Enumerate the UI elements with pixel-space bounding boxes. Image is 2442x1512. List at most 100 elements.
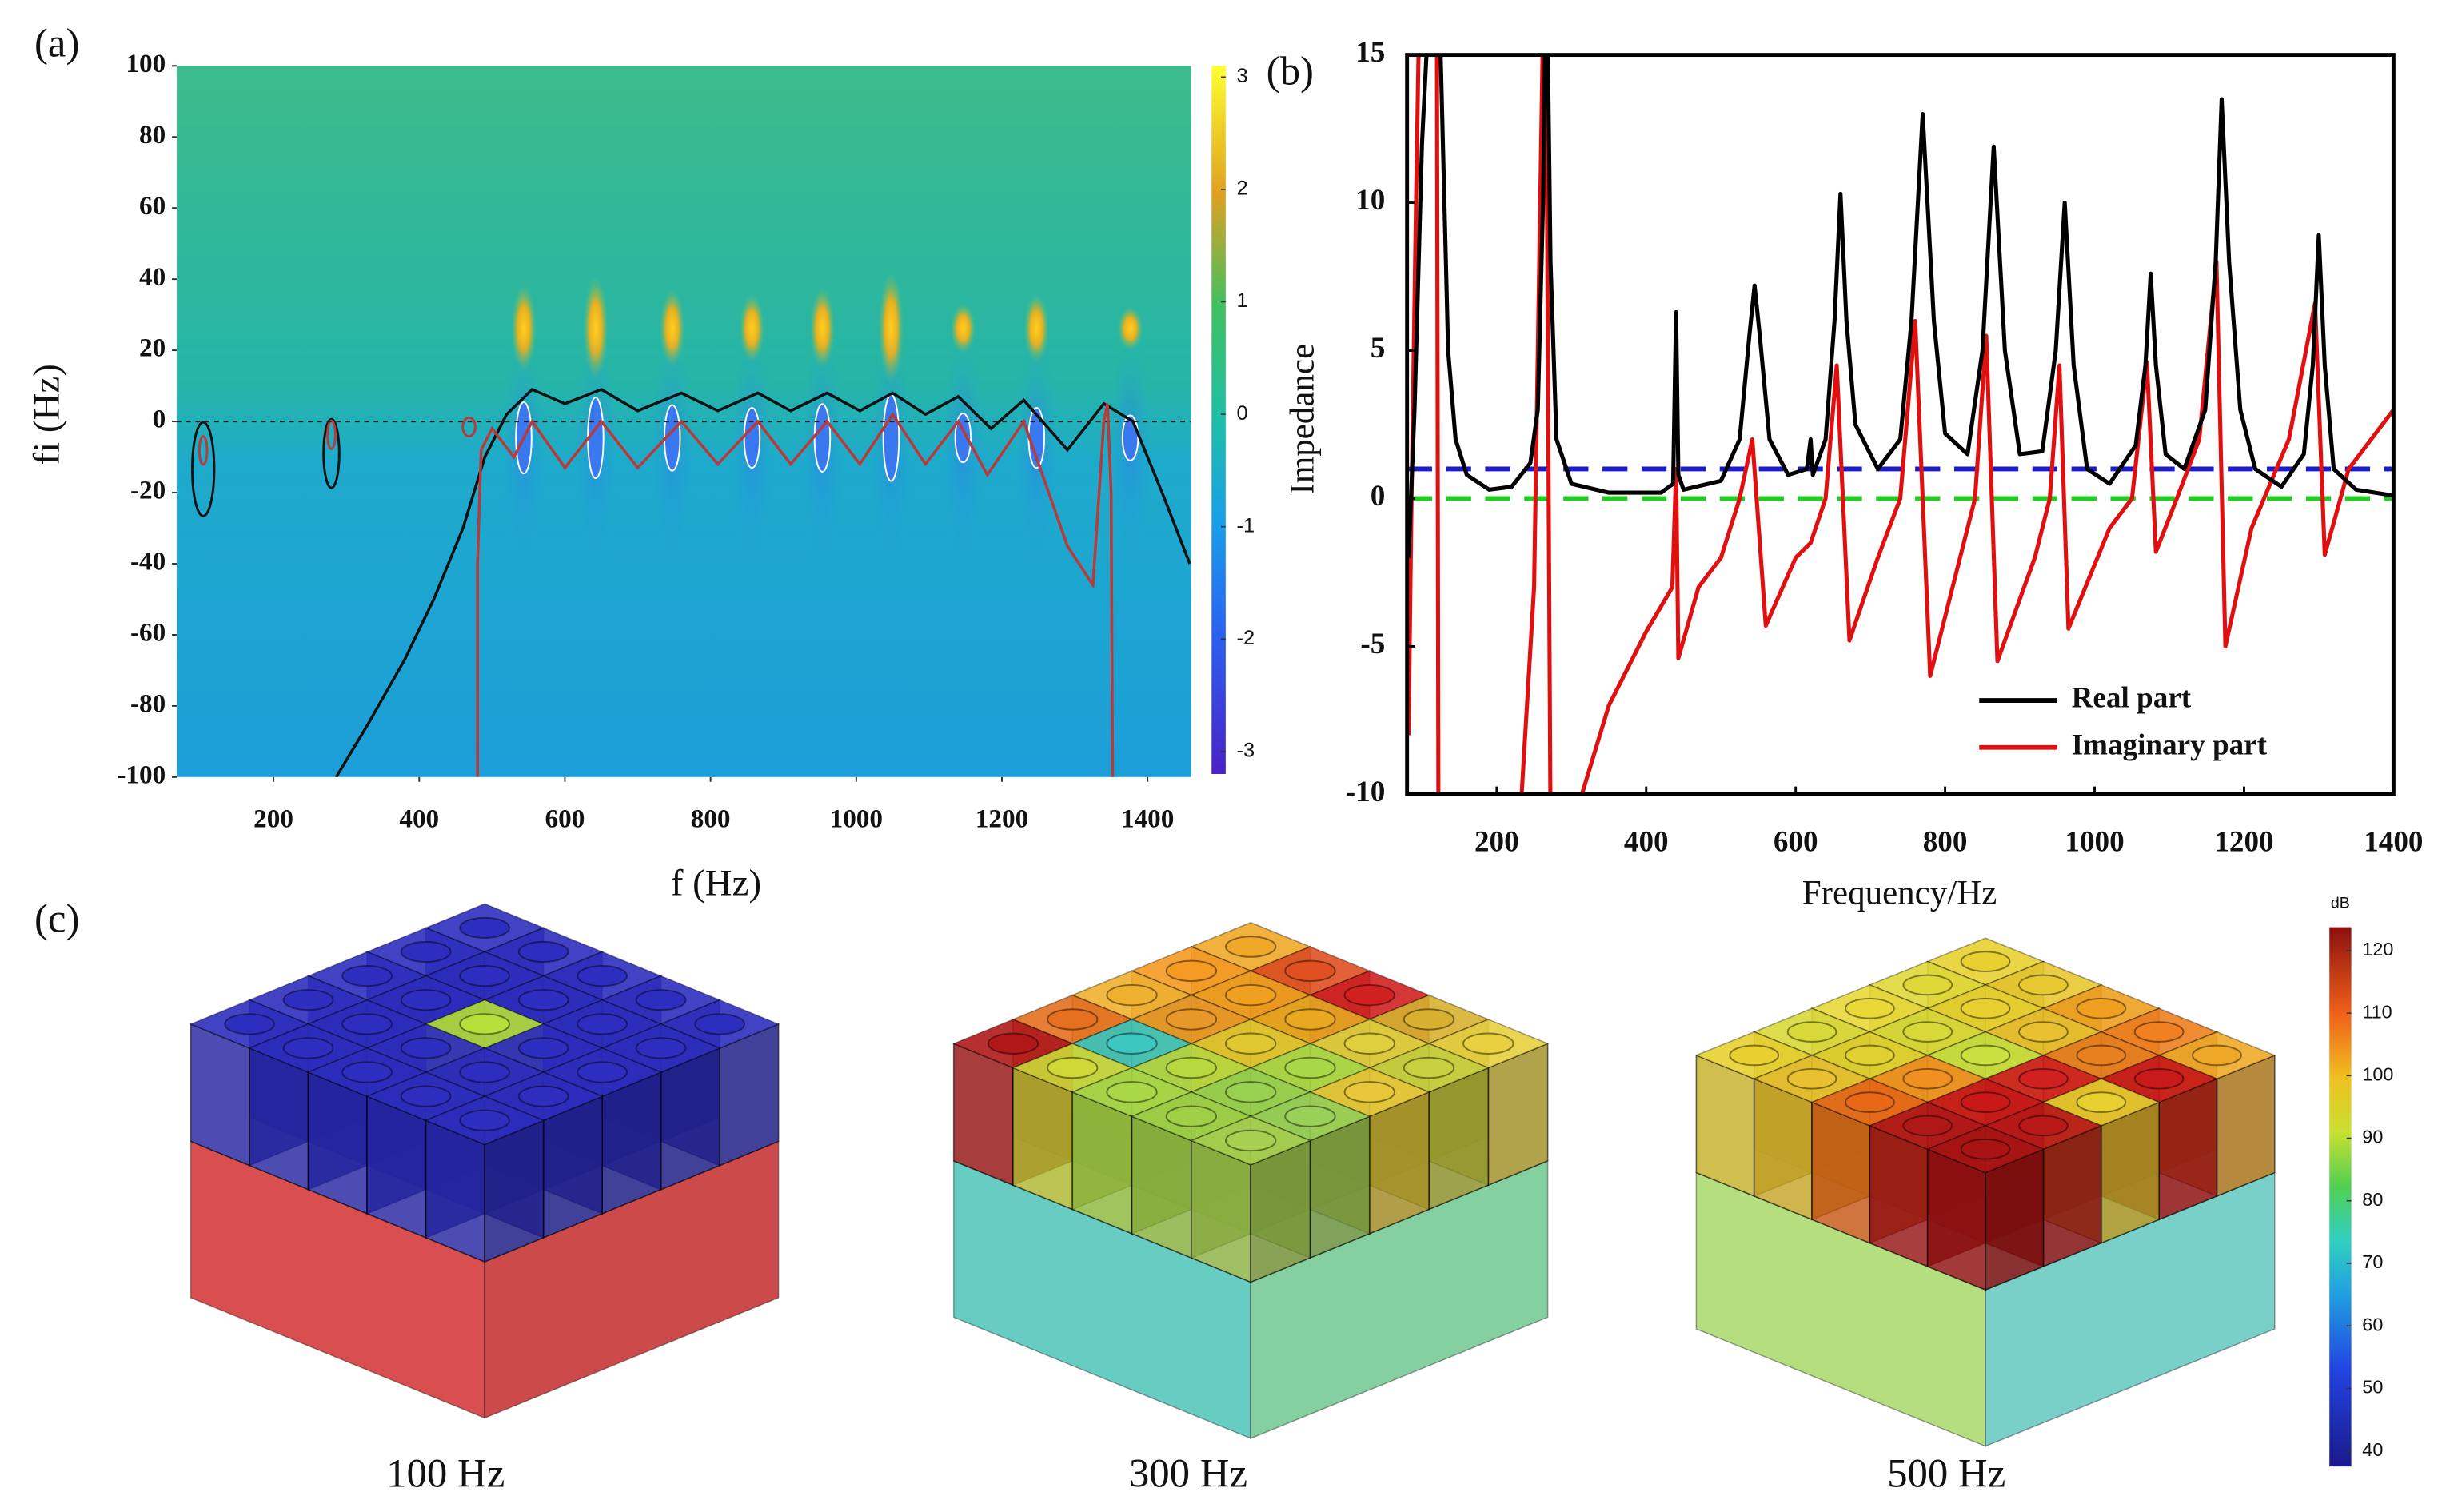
- y-axis-label: fi (Hz): [26, 364, 67, 465]
- cylinder-hole: [459, 916, 510, 939]
- cylinder-hole: [400, 989, 452, 1011]
- cylinder-hole: [987, 1032, 1039, 1055]
- x-axis-label: Frequency/Hz: [1802, 874, 1997, 912]
- field-contour: [743, 407, 761, 469]
- cylinder-hole: [517, 1037, 569, 1059]
- legend-label: Real part: [2072, 682, 2192, 715]
- cylinder-hole: [224, 1013, 275, 1035]
- line-plot: [1407, 54, 2394, 795]
- cylinder-hole: [1845, 1091, 1895, 1113]
- x-tick-label: 1200: [2214, 825, 2273, 858]
- cylinder-hole: [2076, 997, 2127, 1019]
- cylinder-hole: [1106, 983, 1158, 1007]
- cylinder-hole: [459, 964, 510, 987]
- heatmap-plot: [176, 66, 1191, 777]
- colorbar-tick-label: 80: [2362, 1189, 2383, 1210]
- cylinder-hole: [1047, 1056, 1099, 1079]
- colorbar-tick-label: 110: [2362, 1001, 2392, 1022]
- cylinder-hole: [1106, 1032, 1158, 1055]
- cylinder-hole: [341, 1061, 393, 1083]
- colorbar-tick-label: -1: [1237, 514, 1255, 537]
- cube-shade: [2100, 1101, 2160, 1244]
- x-tick-label: 600: [1774, 825, 1818, 858]
- x-tick-label: 1400: [2364, 825, 2423, 858]
- cube-shade: [307, 1071, 368, 1215]
- y-tick-label: 40: [139, 262, 166, 292]
- cylinder-hole: [1284, 1008, 1336, 1031]
- y-tick-label: -5: [1360, 628, 1385, 660]
- colorbar-tick-label: 50: [2362, 1377, 2383, 1398]
- field-contour: [198, 435, 209, 466]
- x-tick-label: 400: [399, 804, 439, 833]
- field-contour: [882, 393, 900, 482]
- x-tick-label: 400: [1624, 825, 1669, 858]
- cylinder-hole: [1224, 1032, 1277, 1055]
- cylinder-hole: [2133, 1021, 2185, 1043]
- field-contour: [587, 397, 605, 480]
- cylinder-hole: [1845, 997, 1895, 1019]
- cylinder-hole: [517, 940, 569, 963]
- series-line: [1407, 54, 2394, 558]
- panel-caption: 300 Hz: [1129, 1450, 1247, 1495]
- cube-shade: [2158, 1078, 2218, 1221]
- colorbar-tick-label: 2: [1237, 178, 1248, 200]
- cylinder-hole: [1902, 974, 1953, 996]
- cube-shade: [719, 1023, 780, 1167]
- x-tick-label: 600: [545, 804, 585, 833]
- cylinder-hole: [2018, 974, 2069, 996]
- cube-shade: [190, 1023, 250, 1167]
- cylinder-hole: [400, 1085, 452, 1107]
- cylinder-hole: [1960, 1044, 2011, 1067]
- cylinder-hole: [635, 989, 687, 1011]
- cylinder-hole: [1902, 1115, 1953, 1137]
- cylinder-hole: [2133, 1067, 2185, 1090]
- colorbar-tick-label: 3: [1237, 65, 1248, 87]
- cylinder-hole: [341, 1013, 393, 1035]
- cylinder-hole: [1786, 1067, 1837, 1090]
- cube-shade: [484, 1119, 545, 1263]
- cube-shade: [1695, 1054, 1755, 1198]
- cylinder-hole: [1343, 983, 1395, 1007]
- cylinder-hole: [1165, 1105, 1218, 1127]
- cylinder-hole: [1729, 1044, 1780, 1067]
- colorbar-tick-label: 120: [2362, 939, 2393, 959]
- cylinder-hole: [1902, 1067, 1953, 1090]
- contour-line: [334, 387, 1191, 777]
- colorbar-tick-label: -3: [1237, 740, 1255, 762]
- cylinder-hole: [1284, 959, 1336, 983]
- cylinder-hole: [1284, 1056, 1336, 1079]
- cylinder-hole: [517, 1085, 569, 1107]
- x-tick-label: 800: [1923, 825, 1968, 858]
- cube-shade: [542, 1095, 603, 1239]
- cylinder-hole: [1284, 1105, 1336, 1127]
- cube-shade: [1926, 1148, 1986, 1291]
- cylinder-hole: [1403, 1008, 1455, 1031]
- cylinder-hole: [1224, 1129, 1277, 1152]
- colorbar-title: dB: [2331, 894, 2350, 912]
- cube-shade: [249, 1047, 309, 1191]
- y-tick-label: 10: [1355, 184, 1385, 217]
- cube-shade: [366, 1095, 427, 1239]
- field-contour: [461, 416, 477, 438]
- contour-line: [476, 403, 1115, 777]
- y-tick-label: 0: [153, 405, 166, 434]
- cylinder-hole: [459, 1061, 510, 1083]
- cylinder-hole: [2076, 1044, 2127, 1067]
- cylinder-hole: [635, 1037, 687, 1059]
- x-tick-label: 1200: [976, 804, 1028, 833]
- plot-frame: [1405, 53, 2396, 796]
- panel-label: (c): [34, 896, 79, 940]
- x-tick-label: 1000: [830, 804, 883, 833]
- cylinder-hole: [1165, 959, 1218, 983]
- cylinder-hole: [2018, 1067, 2069, 1090]
- render-view: [952, 921, 1550, 1440]
- colorbar-tick-label: 100: [2362, 1064, 2393, 1085]
- cylinder-hole: [282, 1037, 334, 1059]
- cylinder-hole: [1224, 936, 1277, 958]
- cube-shade: [601, 1071, 662, 1215]
- y-tick-label: 60: [139, 191, 166, 221]
- cylinder-hole: [694, 1013, 746, 1035]
- colorbar-tick-label: 1: [1237, 289, 1248, 312]
- y-tick-label: -60: [130, 618, 166, 648]
